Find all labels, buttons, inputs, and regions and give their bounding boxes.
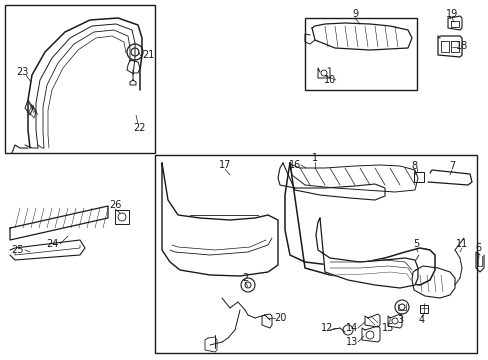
Polygon shape (162, 163, 278, 276)
Text: 15: 15 (381, 323, 393, 333)
Text: 16: 16 (288, 160, 301, 170)
Bar (413, 172, 423, 182)
Bar (190, 215, 258, 243)
Text: 1: 1 (311, 153, 317, 163)
Text: 12: 12 (320, 323, 332, 333)
Text: 7: 7 (448, 161, 454, 171)
Bar (115, 210, 129, 224)
Text: 9: 9 (351, 9, 357, 19)
Text: 18: 18 (455, 41, 467, 51)
Text: 2: 2 (242, 273, 247, 283)
Polygon shape (10, 206, 108, 240)
Text: 19: 19 (445, 9, 457, 19)
Text: 23: 23 (16, 67, 28, 77)
Text: 22: 22 (134, 123, 146, 133)
Text: 4: 4 (418, 315, 424, 325)
Text: 14: 14 (345, 323, 357, 333)
Text: 25: 25 (12, 245, 24, 255)
Polygon shape (315, 218, 417, 288)
Text: 17: 17 (218, 160, 231, 170)
Text: 11: 11 (455, 239, 467, 249)
Bar (155, 155, 476, 353)
Text: 6: 6 (474, 243, 480, 253)
Bar (195, 220, 249, 238)
Polygon shape (311, 23, 411, 50)
Text: 26: 26 (109, 200, 121, 210)
Bar (5, 5, 155, 153)
Text: 20: 20 (273, 313, 285, 323)
Bar (419, 305, 427, 313)
Text: 21: 21 (142, 50, 154, 60)
Text: 10: 10 (323, 75, 335, 85)
Text: 13: 13 (345, 337, 357, 347)
Polygon shape (427, 170, 471, 185)
Text: 24: 24 (46, 239, 58, 249)
Text: 3: 3 (396, 315, 402, 325)
Bar (415, 248, 425, 258)
Polygon shape (285, 163, 434, 285)
Text: 5: 5 (412, 239, 418, 249)
Bar (305, 18, 416, 90)
Text: 8: 8 (410, 161, 416, 171)
